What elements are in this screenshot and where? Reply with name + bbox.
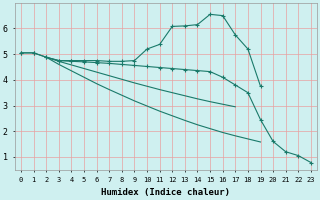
X-axis label: Humidex (Indice chaleur): Humidex (Indice chaleur)	[101, 188, 230, 197]
